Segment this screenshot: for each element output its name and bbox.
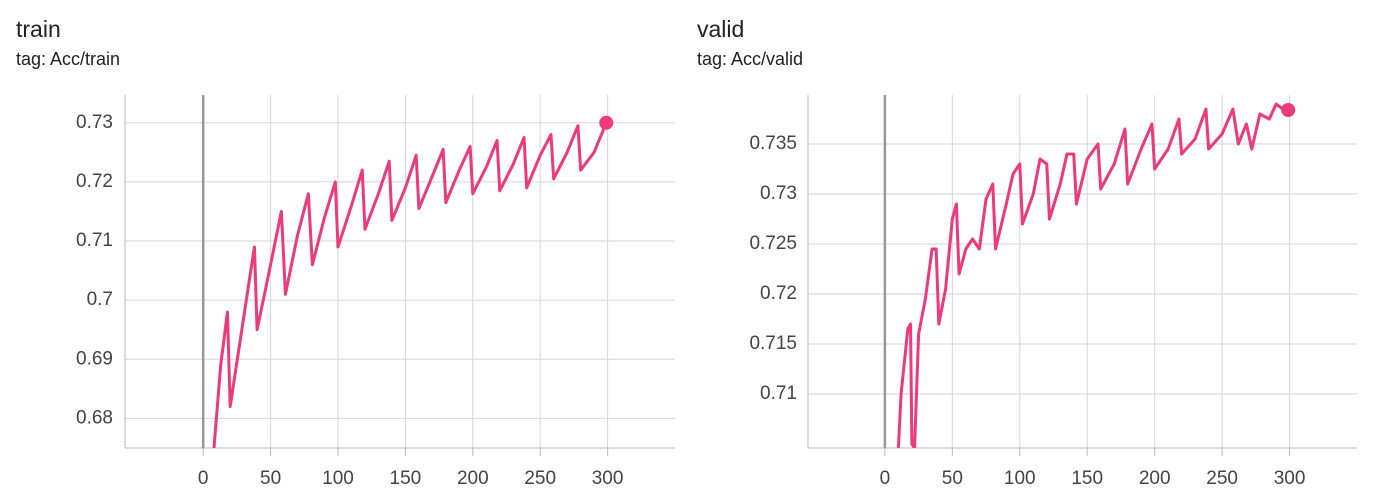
series-line [212, 122, 608, 448]
x-tick-label: 150 [390, 468, 422, 489]
x-tick-label: 50 [942, 468, 963, 489]
y-tick-label: 0.715 [749, 333, 797, 354]
x-tick-label: 300 [592, 468, 624, 489]
y-tick-label: 0.68 [76, 407, 113, 428]
x-tick-label: 0 [198, 468, 209, 489]
y-tick-label: 0.73 [760, 183, 797, 204]
y-tick-label: 0.72 [760, 283, 797, 304]
y-tick-label: 0.7 [87, 289, 113, 310]
x-tick-label: 150 [1071, 468, 1103, 489]
series-line [896, 102, 1289, 448]
chart-subtitle: tag: Acc/valid [697, 49, 803, 69]
last-point [599, 115, 614, 130]
y-tick-label: 0.735 [749, 133, 797, 154]
y-tick-label: 0.72 [76, 171, 113, 192]
x-tick-label: 250 [524, 468, 556, 489]
x-tick-label: 100 [1004, 468, 1036, 489]
chart-subtitle: tag: Acc/train [16, 49, 120, 69]
y-tick-label: 0.71 [76, 230, 113, 251]
y-tick-label: 0.725 [749, 233, 797, 254]
x-tick-label: 300 [1274, 468, 1306, 489]
last-point [1281, 103, 1296, 117]
x-tick-label: 50 [260, 468, 281, 489]
y-tick-label: 0.73 [76, 112, 113, 133]
y-tick-label: 0.69 [76, 348, 113, 369]
x-tick-label: 100 [322, 468, 354, 489]
chart-title: train [16, 16, 61, 42]
x-tick-label: 200 [1139, 468, 1171, 489]
y-tick-label: 0.71 [760, 383, 797, 404]
x-tick-label: 250 [1206, 468, 1238, 489]
x-tick-label: 200 [457, 468, 489, 489]
x-tick-label: 0 [880, 468, 891, 489]
chart-title: valid [697, 16, 744, 42]
